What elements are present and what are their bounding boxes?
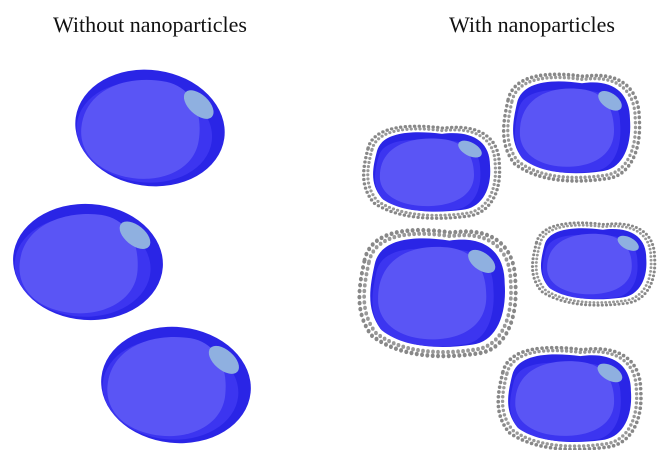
cells-with bbox=[359, 74, 654, 449]
cells-without bbox=[9, 60, 257, 450]
panel-title: With nanoparticles bbox=[449, 12, 615, 37]
panel-title: Without nanoparticles bbox=[53, 12, 247, 37]
diagram: Without nanoparticles With nanoparticles bbox=[0, 0, 659, 450]
